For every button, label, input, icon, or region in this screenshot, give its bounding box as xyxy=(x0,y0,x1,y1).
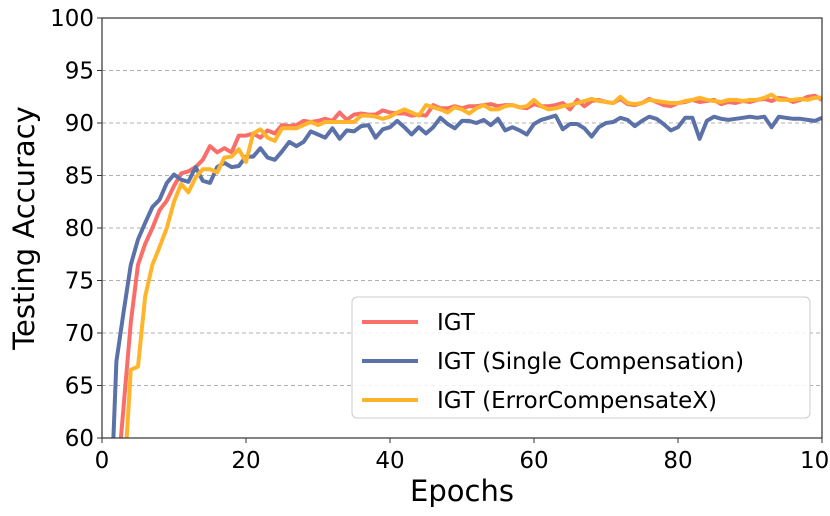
x-tick-label: 20 xyxy=(231,448,260,474)
y-tick-label: 95 xyxy=(65,59,94,85)
y-tick-label: 65 xyxy=(65,374,94,400)
legend-label: IGT (Single Compensation) xyxy=(437,349,744,375)
x-tick-label: 60 xyxy=(519,448,548,474)
y-tick-label: 75 xyxy=(65,269,94,295)
x-tick-label: 40 xyxy=(375,448,404,474)
series-line-1 xyxy=(111,113,823,439)
series-line-0 xyxy=(118,93,824,439)
legend-label: IGT (ErrorCompensateX) xyxy=(437,388,717,414)
legend-label: IGT xyxy=(437,310,476,336)
y-tick-label: 90 xyxy=(65,111,94,137)
series-lines xyxy=(111,92,824,439)
y-tick-label: 70 xyxy=(65,321,94,347)
y-tick-label: 100 xyxy=(50,6,94,32)
series-line-2 xyxy=(124,92,822,439)
x-tick-label: 80 xyxy=(663,448,692,474)
legend: IGT IGT (Single Compensation) IGT (ErrorCo… xyxy=(351,296,811,419)
x-tick-label: 100 xyxy=(800,448,830,474)
y-axis-label: Testing Accuracy xyxy=(7,106,41,351)
x-axis-label: Epochs xyxy=(410,474,514,508)
legend-box xyxy=(351,296,811,419)
y-tick-label: 80 xyxy=(65,216,94,242)
x-axis: 0 20 40 60 80 100 xyxy=(95,438,830,474)
y-tick-label: 60 xyxy=(65,426,94,452)
y-tick-label: 85 xyxy=(65,164,94,190)
y-axis: 60 65 70 75 80 85 90 95 100 xyxy=(50,6,102,452)
x-tick-label: 0 xyxy=(95,448,110,474)
